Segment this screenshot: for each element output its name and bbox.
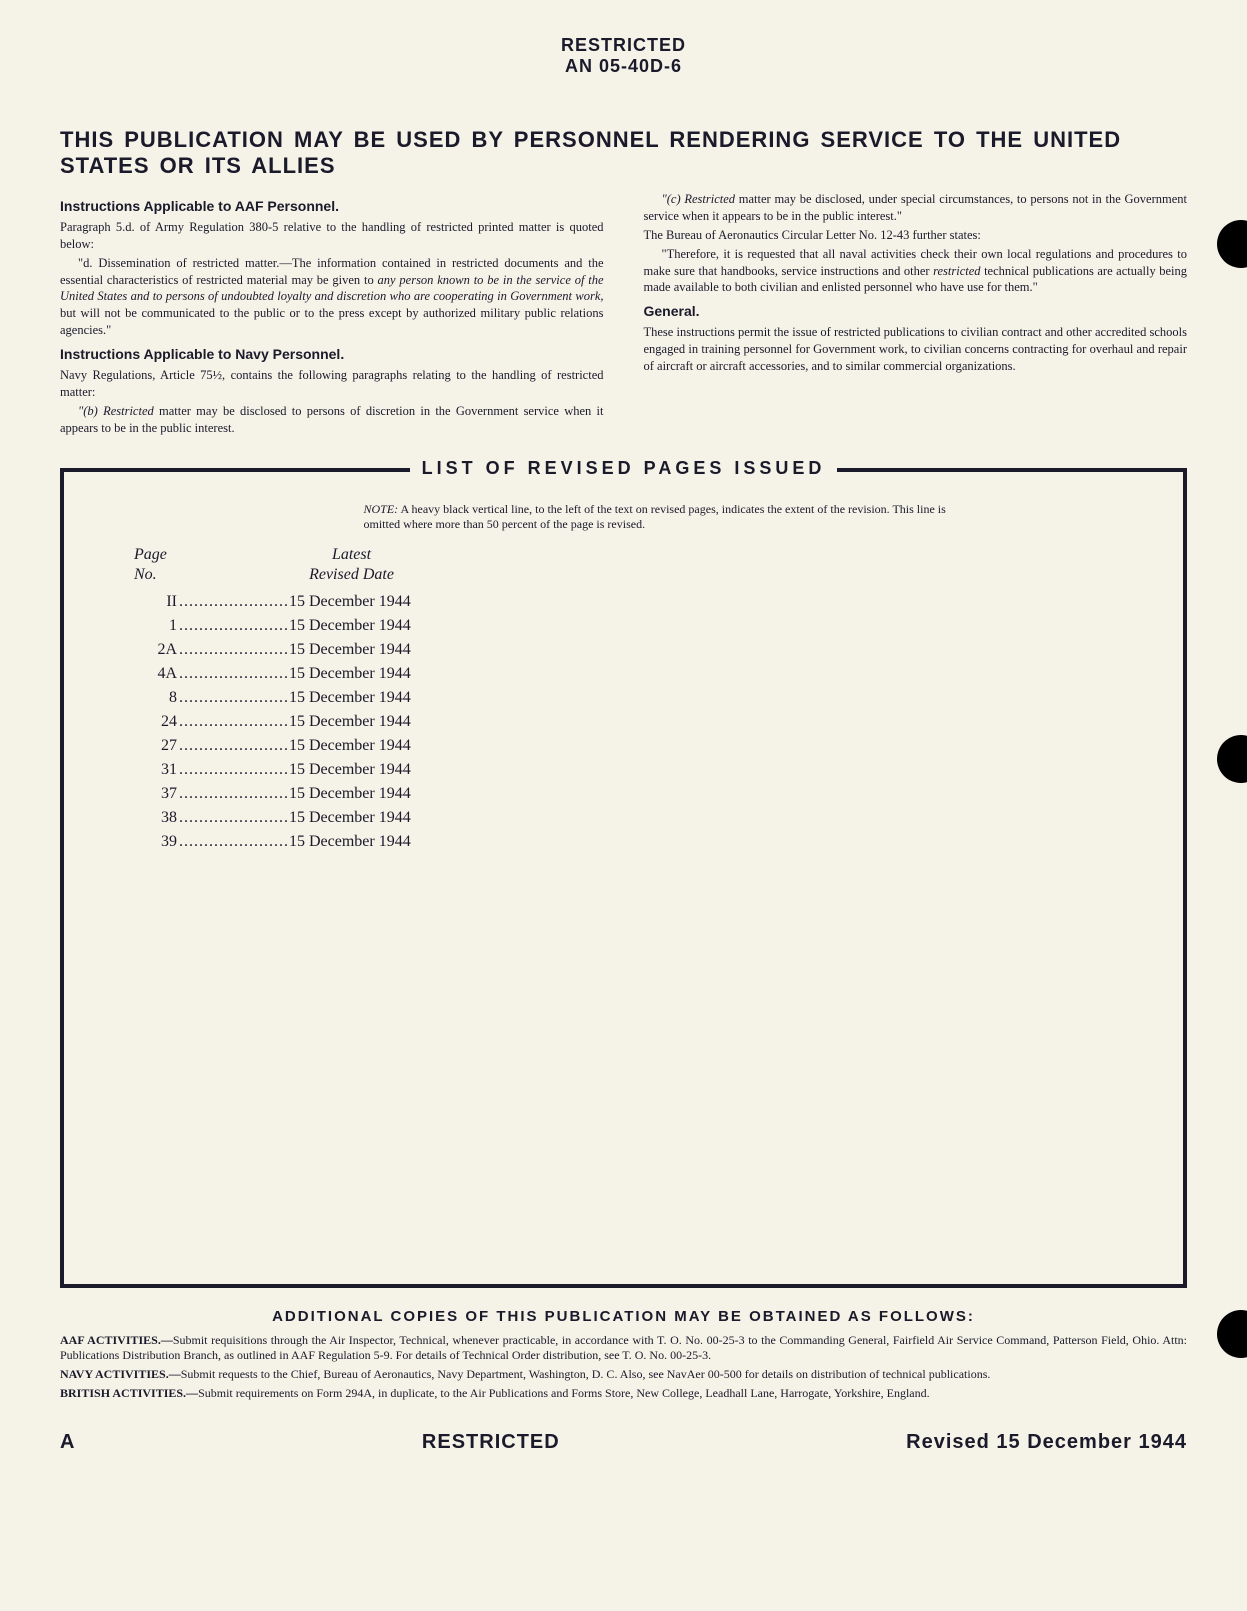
leader-dots: ........................	[179, 758, 289, 782]
cell-revised-date: 15 December 1944	[289, 806, 474, 830]
note-text: A heavy black vertical line, to the left…	[364, 502, 946, 531]
additional-navy-label: NAVY ACTIVITIES.—	[60, 1367, 181, 1381]
leader-dots: ........................	[179, 782, 289, 806]
page-footer: A RESTRICTED Revised 15 December 1944	[60, 1431, 1187, 1454]
cell-revised-date: 15 December 1944	[289, 686, 474, 710]
cell-page-no: 27	[134, 734, 179, 758]
cell-revised-date: 15 December 1944	[289, 638, 474, 662]
table-row: II........................15 December 19…	[134, 590, 474, 614]
navy-heading: Instructions Applicable to Navy Personne…	[60, 345, 604, 364]
main-title: THIS PUBLICATION MAY BE USED BY PERSONNE…	[60, 127, 1187, 179]
th-page: Page	[134, 546, 229, 564]
restricted-label: RESTRICTED	[60, 35, 1187, 56]
table-row: 38........................15 December 19…	[134, 806, 474, 830]
instructions-columns: Instructions Applicable to AAF Personnel…	[60, 191, 1187, 438]
revised-pages-table: Page Latest No. Revised Date II.........…	[134, 546, 474, 854]
additional-british-label: BRITISH ACTIVITIES.—	[60, 1386, 198, 1400]
table-header-row-2: No. Revised Date	[134, 566, 474, 584]
cell-revised-date: 15 December 1944	[289, 830, 474, 854]
cell-page-no: 39	[134, 830, 179, 854]
additional-navy-text: Submit requests to the Chief, Bureau of …	[181, 1367, 991, 1381]
right-column: "(c) Restricted matter may be disclosed,…	[644, 191, 1188, 438]
leader-dots: ........................	[179, 734, 289, 758]
additional-british-text: Submit requirements on Form 294A, in dup…	[198, 1386, 930, 1400]
revised-title-wrap: LIST OF REVISED PAGES ISSUED	[64, 458, 1183, 479]
cell-revised-date: 15 December 1944	[289, 710, 474, 734]
table-row: 4A........................15 December 19…	[134, 662, 474, 686]
document-page: RESTRICTED AN 05-40D-6 THIS PUBLICATION …	[0, 0, 1247, 1484]
additional-aaf-text: Submit requisitions through the Air Insp…	[60, 1333, 1187, 1362]
leader-dots: ........................	[179, 614, 289, 638]
th-revised-date: Revised Date	[229, 566, 474, 584]
navy-paragraph-1: Navy Regulations, Article 75½, contains …	[60, 367, 604, 401]
table-row: 27........................15 December 19…	[134, 734, 474, 758]
additional-aaf-label: AAF ACTIVITIES.—	[60, 1333, 173, 1347]
cell-revised-date: 15 December 1944	[289, 782, 474, 806]
revised-pages-box: LIST OF REVISED PAGES ISSUED NOTE: A hea…	[60, 468, 1187, 1288]
footer-restricted: RESTRICTED	[422, 1431, 560, 1454]
cell-revised-date: 15 December 1944	[289, 758, 474, 782]
document-number: AN 05-40D-6	[60, 56, 1187, 77]
table-row: 8........................15 December 194…	[134, 686, 474, 710]
aaf-paragraph-1: Paragraph 5.d. of Army Regulation 380-5 …	[60, 219, 604, 253]
r-p1-italic: "(c) Restricted	[662, 192, 736, 206]
cell-page-no: 1	[134, 614, 179, 638]
cell-revised-date: 15 December 1944	[289, 614, 474, 638]
right-paragraph-1: "(c) Restricted matter may be disclosed,…	[644, 191, 1188, 225]
cell-revised-date: 15 December 1944	[289, 590, 474, 614]
revised-pages-title: LIST OF REVISED PAGES ISSUED	[410, 458, 838, 479]
binder-hole-icon	[1217, 1310, 1247, 1358]
cell-revised-date: 15 December 1944	[289, 734, 474, 758]
additional-copies-body: AAF ACTIVITIES.—Submit requisitions thro…	[60, 1333, 1187, 1401]
leader-dots: ........................	[179, 590, 289, 614]
note-label: NOTE:	[364, 502, 399, 516]
cell-page-no: 2A	[134, 638, 179, 662]
navy-paragraph-2: "(b) Restricted matter may be disclosed …	[60, 403, 604, 437]
cell-page-no: 38	[134, 806, 179, 830]
leader-dots: ........................	[179, 806, 289, 830]
footer-page-letter: A	[60, 1431, 75, 1454]
additional-copies-heading: ADDITIONAL COPIES OF THIS PUBLICATION MA…	[60, 1308, 1187, 1325]
general-paragraph: These instructions permit the issue of r…	[644, 324, 1188, 375]
general-heading: General.	[644, 302, 1188, 321]
cell-page-no: 24	[134, 710, 179, 734]
th-latest: Latest	[229, 546, 474, 564]
table-row: 2A........................15 December 19…	[134, 638, 474, 662]
revised-rows-container: II........................15 December 19…	[134, 590, 474, 854]
navy-p2-italic: "(b) Restricted	[78, 404, 154, 418]
leader-dots: ........................	[179, 710, 289, 734]
leader-dots: ........................	[179, 830, 289, 854]
table-row: 37........................15 December 19…	[134, 782, 474, 806]
cell-revised-date: 15 December 1944	[289, 662, 474, 686]
aaf-heading: Instructions Applicable to AAF Personnel…	[60, 197, 604, 216]
binder-hole-icon	[1217, 220, 1247, 268]
table-row: 1........................15 December 194…	[134, 614, 474, 638]
cell-page-no: II	[134, 590, 179, 614]
table-row: 24........................15 December 19…	[134, 710, 474, 734]
cell-page-no: 4A	[134, 662, 179, 686]
revised-note: NOTE: A heavy black vertical line, to th…	[264, 502, 984, 532]
additional-navy: NAVY ACTIVITIES.—Submit requests to the …	[60, 1367, 1187, 1382]
table-row: 39........................15 December 19…	[134, 830, 474, 854]
additional-british: BRITISH ACTIVITIES.—Submit requirements …	[60, 1386, 1187, 1401]
th-no: No.	[134, 566, 229, 584]
aaf-paragraph-2: "d. Dissemination of restricted matter.—…	[60, 255, 604, 339]
r-p3-italic: restricted	[933, 264, 980, 278]
aaf-p2-text-c: but will not be communicated to the publ…	[60, 306, 604, 337]
right-paragraph-3: "Therefore, it is requested that all nav…	[644, 246, 1188, 297]
right-paragraph-2: The Bureau of Aeronautics Circular Lette…	[644, 227, 1188, 244]
leader-dots: ........................	[179, 638, 289, 662]
cell-page-no: 8	[134, 686, 179, 710]
leader-dots: ........................	[179, 686, 289, 710]
table-row: 31........................15 December 19…	[134, 758, 474, 782]
leader-dots: ........................	[179, 662, 289, 686]
additional-aaf: AAF ACTIVITIES.—Submit requisitions thro…	[60, 1333, 1187, 1363]
footer-revised-date: Revised 15 December 1944	[906, 1431, 1187, 1454]
cell-page-no: 31	[134, 758, 179, 782]
cell-page-no: 37	[134, 782, 179, 806]
binder-hole-icon	[1217, 735, 1247, 783]
table-header-row-1: Page Latest	[134, 546, 474, 564]
page-header: RESTRICTED AN 05-40D-6	[60, 35, 1187, 77]
left-column: Instructions Applicable to AAF Personnel…	[60, 191, 604, 438]
